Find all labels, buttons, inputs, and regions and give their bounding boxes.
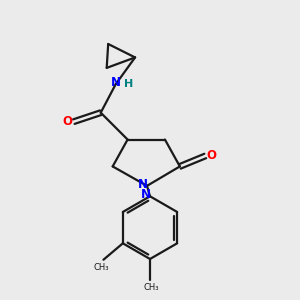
Text: N: N (140, 188, 151, 201)
Text: CH₃: CH₃ (93, 263, 109, 272)
Text: O: O (207, 149, 217, 163)
Text: N: N (111, 76, 121, 89)
Text: O: O (62, 115, 72, 128)
Text: N: N (137, 178, 148, 191)
Text: CH₃: CH₃ (144, 284, 159, 292)
Text: H: H (124, 79, 133, 89)
